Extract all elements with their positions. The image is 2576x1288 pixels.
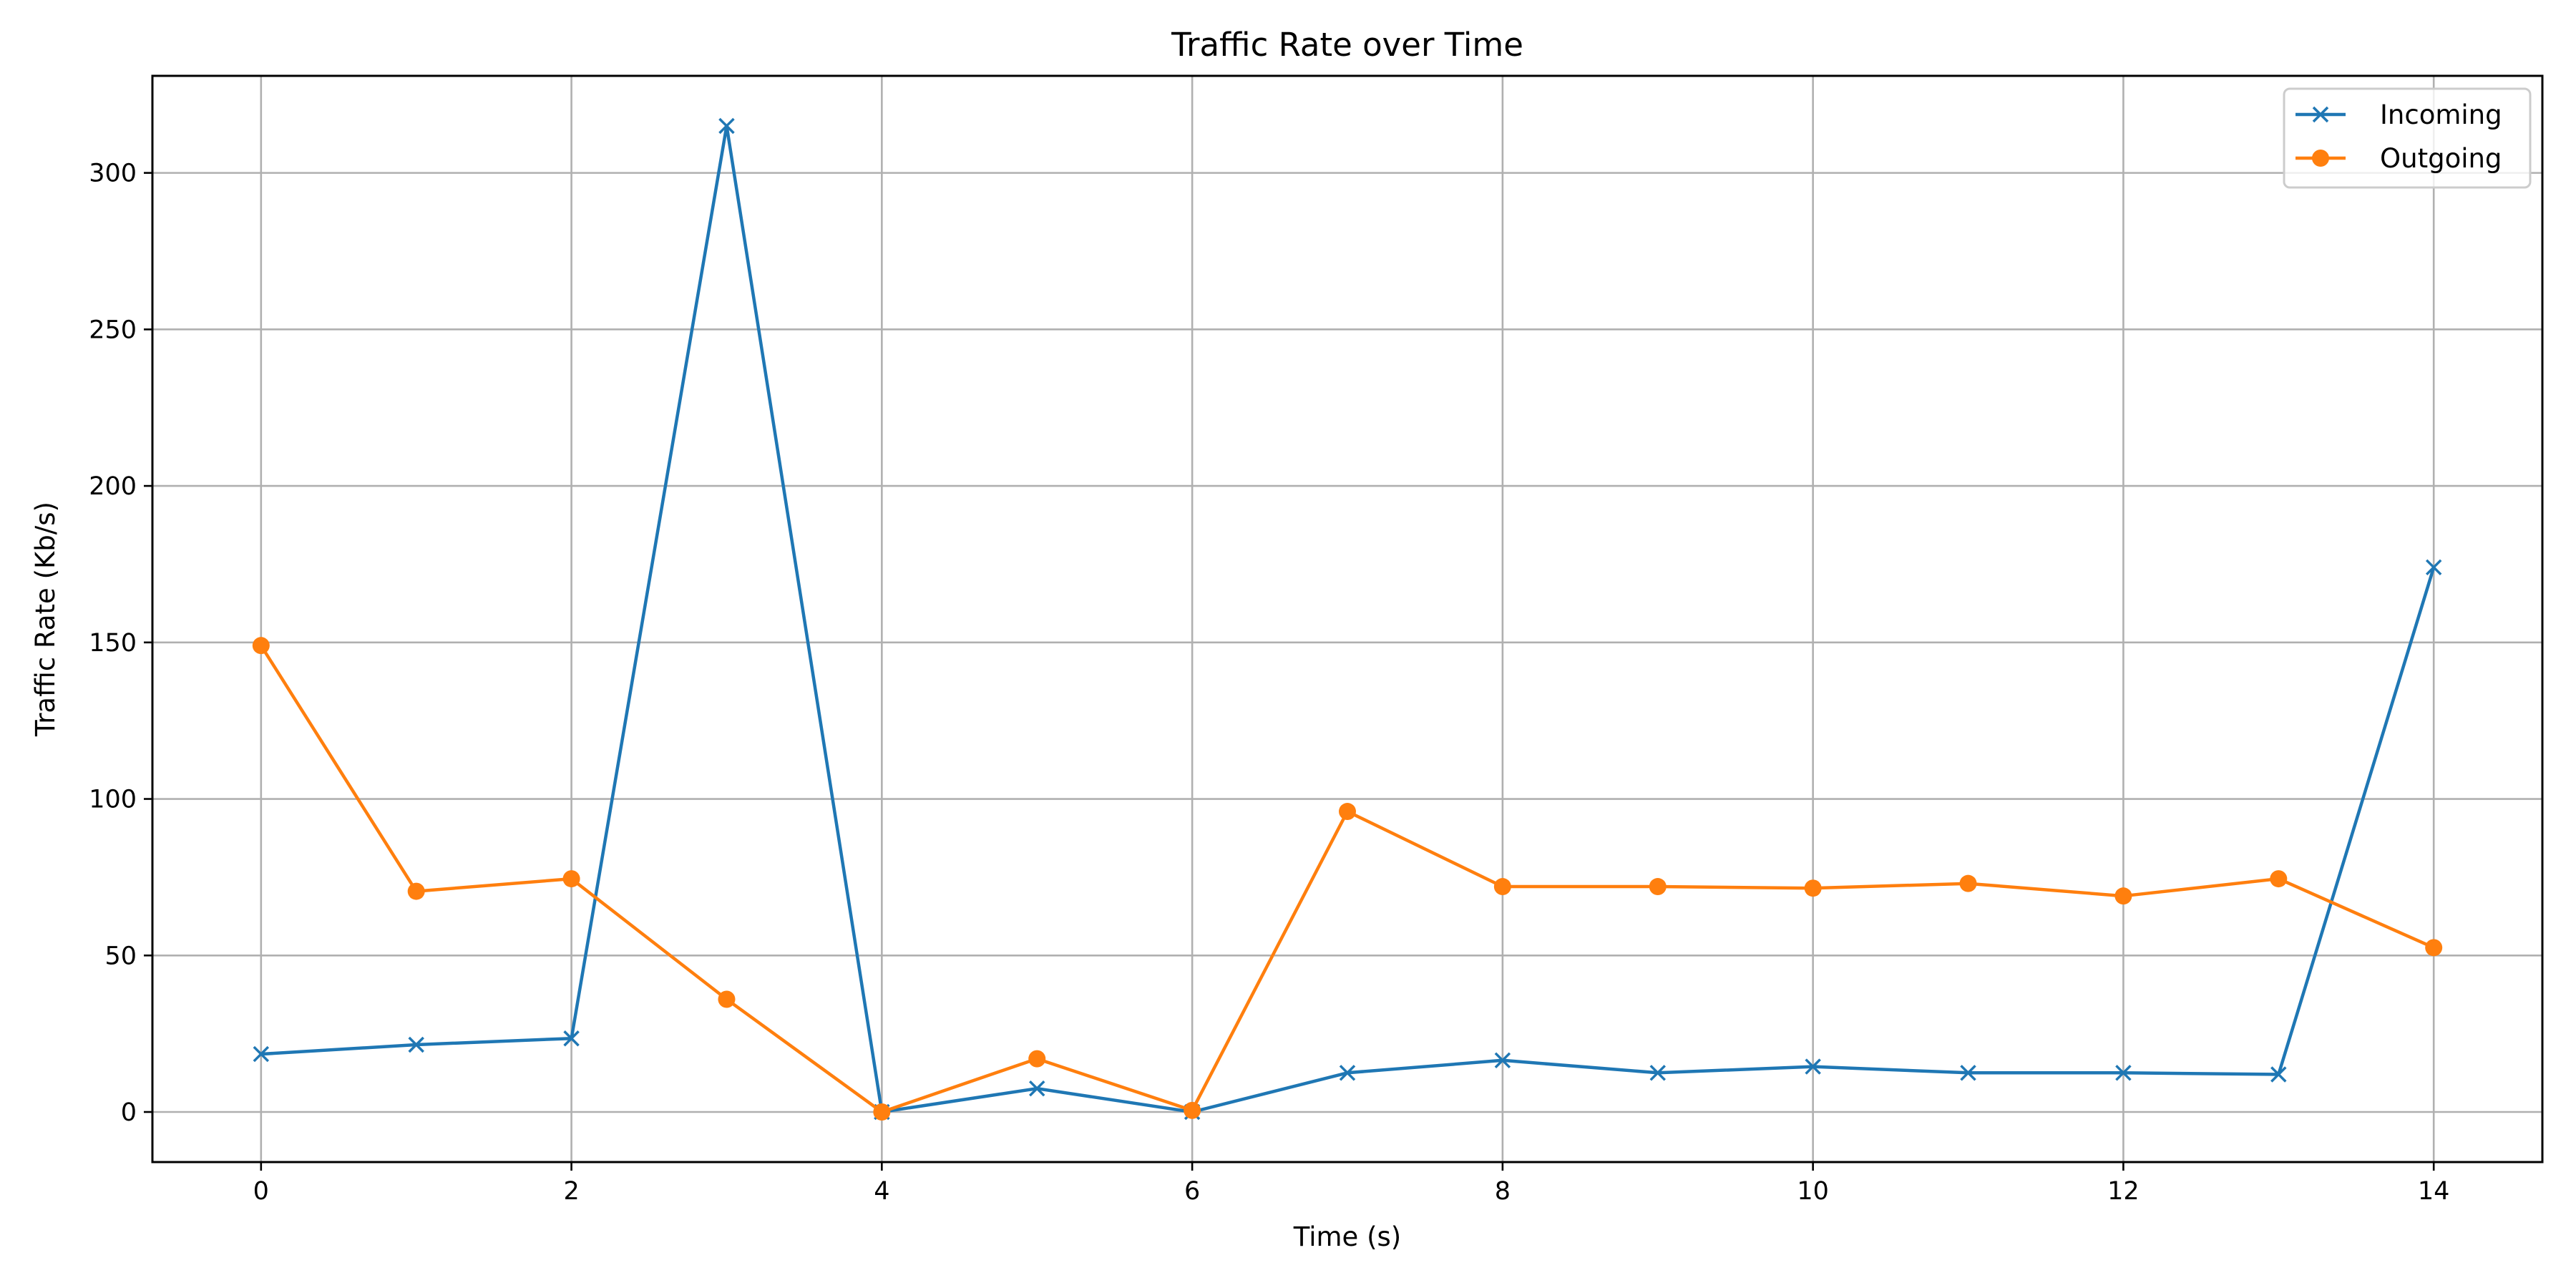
outgoing-point [873, 1103, 891, 1121]
outgoing-point [2114, 887, 2132, 905]
x-tick-label: 8 [1495, 1177, 1511, 1206]
outgoing-point [2270, 870, 2288, 888]
x-tick-label: 12 [2107, 1177, 2140, 1206]
outgoing-point [1649, 878, 1667, 896]
legend: Incoming Outgoing [2283, 87, 2532, 189]
outgoing-point [562, 870, 580, 888]
y-tick-label: 50 [104, 942, 137, 970]
outgoing-point [407, 882, 425, 900]
x-tick-label: 0 [253, 1177, 269, 1206]
incoming-point [718, 117, 735, 135]
legend-label-outgoing: Outgoing [2380, 143, 2502, 174]
x-axis-label: Time (s) [1293, 1221, 1401, 1252]
y-tick-label: 300 [89, 160, 137, 188]
incoming-point [408, 1036, 424, 1053]
x-tick-label: 14 [2418, 1177, 2450, 1206]
outgoing-point [1028, 1050, 1046, 1068]
legend-marker-incoming [2312, 106, 2329, 123]
legend-label-incoming: Incoming [2380, 99, 2502, 130]
outgoing-point [1339, 803, 1356, 821]
series-lines [252, 117, 2443, 1121]
x-tick-label: 2 [563, 1177, 579, 1206]
legend-marker-outgoing [2312, 150, 2329, 167]
y-tick-label: 200 [89, 472, 137, 501]
outgoing-series [252, 637, 2443, 1121]
incoming-point [2270, 1066, 2287, 1083]
incoming-point [563, 1030, 580, 1047]
incoming-point [1960, 1065, 1976, 1081]
plot-frame [151, 74, 2544, 1163]
outgoing-point [252, 637, 270, 655]
x-tick-label: 10 [1797, 1177, 1829, 1206]
x-tick-label: 6 [1184, 1177, 1200, 1206]
incoming-point [2115, 1065, 2132, 1081]
x-axis-ticks: 0 2 4 6 8 10 12 14 [253, 1162, 2450, 1206]
chart-title: Traffic Rate over Time [1171, 26, 1523, 64]
incoming-point [253, 1045, 270, 1063]
outgoing-point [2425, 939, 2443, 957]
y-axis-ticks: 0 50 100 150 200 250 300 [89, 160, 152, 1127]
outgoing-point [718, 990, 736, 1008]
incoming-point [1494, 1052, 1511, 1069]
y-tick-label: 250 [89, 316, 137, 344]
y-tick-label: 0 [121, 1098, 137, 1127]
grid-lines [152, 76, 2542, 1162]
incoming-point [1339, 1065, 1356, 1081]
incoming-point [1805, 1058, 1821, 1075]
outgoing-point [1959, 874, 1977, 892]
incoming-point [1028, 1080, 1045, 1097]
x-tick-label: 4 [874, 1177, 889, 1206]
incoming-point [2425, 559, 2442, 576]
y-tick-label: 100 [89, 786, 137, 814]
incoming-point [1649, 1065, 1667, 1081]
outgoing-point [1804, 879, 1822, 897]
outgoing-point [1493, 878, 1511, 896]
outgoing-point [1184, 1101, 1201, 1119]
y-tick-label: 150 [89, 629, 137, 658]
y-axis-label: Traffic Rate (Kb/s) [30, 502, 61, 737]
